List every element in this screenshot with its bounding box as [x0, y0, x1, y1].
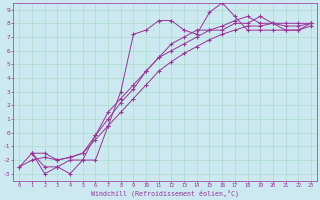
X-axis label: Windchill (Refroidissement éolien,°C): Windchill (Refroidissement éolien,°C) [91, 190, 239, 197]
